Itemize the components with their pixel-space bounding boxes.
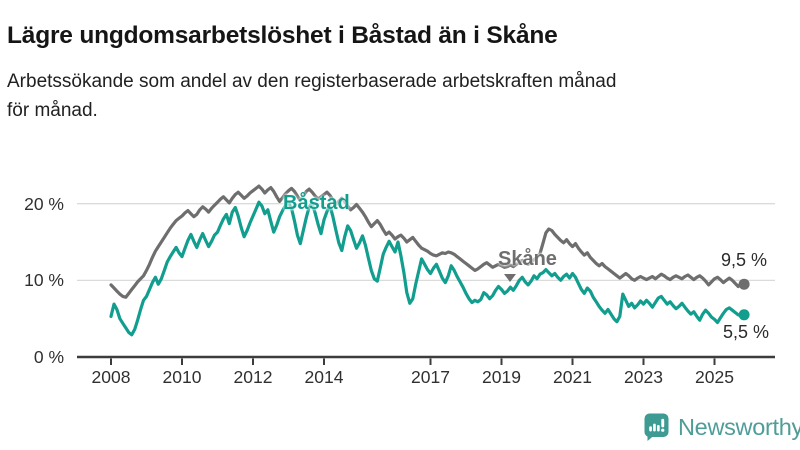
plot-svg <box>77 184 775 365</box>
newsworthy-bar-chart-bubble-icon <box>644 413 669 441</box>
series-end-dot-skåne <box>738 278 750 290</box>
x-axis-label: 2025 <box>695 367 734 387</box>
x-axis-label: 2010 <box>162 367 202 387</box>
page-title: Lägre ungdomsarbetslöshet i Båstad än i … <box>7 22 558 50</box>
chart-subtitle: Arbetssökande som andel av den registerb… <box>7 67 793 125</box>
series-line-båstad <box>109 200 746 337</box>
newsworthy-wordmark: Newsworthy <box>678 413 800 440</box>
y-axis-label: 10 % <box>24 270 64 291</box>
y-axis-label: 0 % <box>33 347 64 367</box>
x-axis-label: 2019 <box>482 367 521 387</box>
newsworthy-logo[interactable]: Newsworthy <box>644 412 800 442</box>
x-axis-label: 2023 <box>624 367 663 387</box>
x-axis-label: 2012 <box>233 367 273 387</box>
series-label-skane: Skåne <box>498 248 557 270</box>
series-end-dot-båstad <box>738 309 750 321</box>
x-axis-label: 2008 <box>91 367 131 387</box>
x-axis-label: 2021 <box>553 367 592 387</box>
series-line-skåne <box>109 184 746 299</box>
subtitle-line-1: Arbetssökande som andel av den registerb… <box>7 71 617 92</box>
end-value-bastad: 5,5 % <box>723 322 770 342</box>
series-label-bastad: Båstad <box>283 192 350 214</box>
x-axis-label: 2017 <box>411 367 450 387</box>
skane-pointer-triangle <box>504 274 516 282</box>
y-axis-label: 20 % <box>24 193 64 214</box>
end-value-skane: 9,5 % <box>721 250 768 270</box>
x-axis-label: 2014 <box>304 367 344 387</box>
subtitle-line-2: för månad. <box>7 100 98 121</box>
unemployment-line-chart: 0 % 10 % 20 % 2008 2010 2012 2014 2017 2019 2021… <box>0 145 800 410</box>
